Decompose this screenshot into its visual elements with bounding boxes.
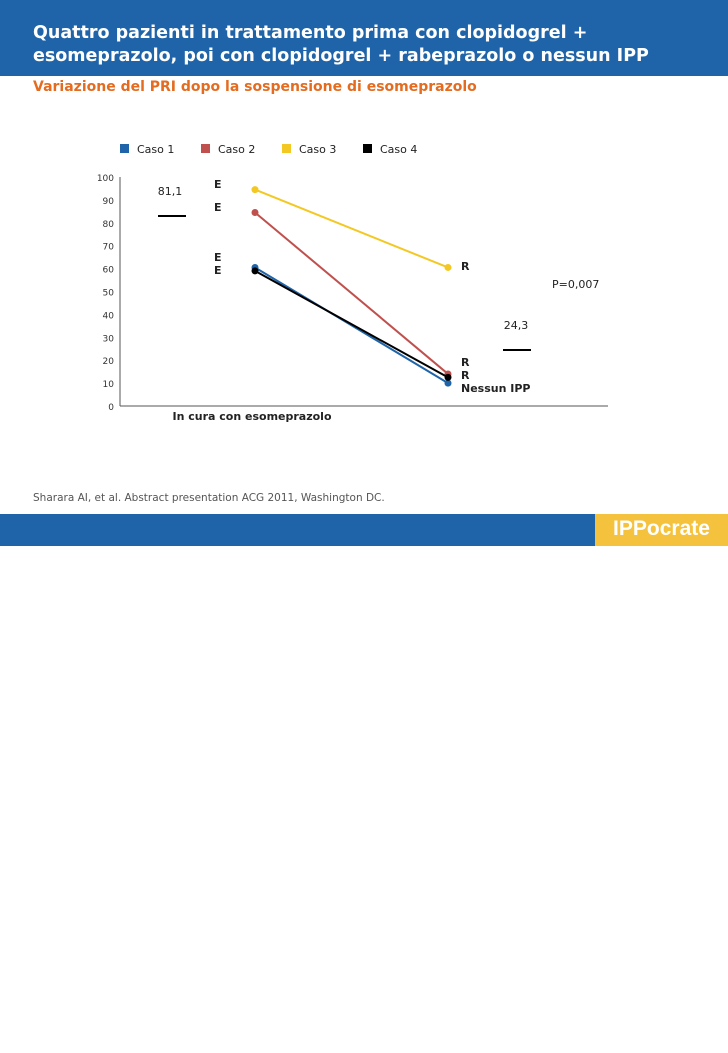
brand-name: IPPocrate bbox=[613, 517, 710, 540]
y-tick-label: 10 bbox=[103, 380, 115, 390]
series-line bbox=[254, 270, 449, 379]
y-tick-label: 60 bbox=[103, 266, 115, 276]
data-point bbox=[251, 208, 259, 216]
end-annotation: Nessun IPP bbox=[461, 382, 530, 395]
y-tick-label: 50 bbox=[103, 289, 115, 299]
slide-subtitle: Variazione del PRI dopo la sospensione d… bbox=[33, 79, 477, 95]
start-annotation: E bbox=[214, 264, 222, 277]
series-line bbox=[254, 188, 449, 269]
series-line bbox=[254, 266, 449, 384]
y-tick-label: 20 bbox=[103, 357, 115, 367]
y-tick-label: 90 bbox=[103, 197, 115, 207]
legend-label: Caso 2 bbox=[218, 143, 255, 156]
legend-swatch bbox=[201, 144, 210, 153]
end-annotation: R bbox=[461, 356, 470, 369]
brand-logo: IPPocrate bbox=[595, 514, 728, 546]
mean-label: 81,1 bbox=[158, 185, 183, 198]
source-citation: Sharara AI, et al. Abstract presentation… bbox=[33, 492, 385, 504]
legend-label: Caso 1 bbox=[137, 143, 174, 156]
data-point bbox=[444, 379, 452, 387]
y-tick-label: 80 bbox=[103, 220, 115, 230]
legend-swatch bbox=[120, 144, 129, 153]
series-line bbox=[254, 211, 449, 375]
author-signature: Diego Fornasari bbox=[33, 1034, 171, 1053]
slide-title: Quattro pazienti in trattamento prima co… bbox=[33, 23, 649, 66]
title-banner: Quattro pazienti in trattamento prima co… bbox=[0, 0, 728, 76]
mean-label: 24,3 bbox=[504, 319, 529, 332]
legend-swatch bbox=[282, 144, 291, 153]
start-annotation: E bbox=[214, 178, 222, 191]
p-value-label: P=0,007 bbox=[552, 278, 599, 291]
legend-swatch bbox=[363, 144, 372, 153]
y-tick-label: 100 bbox=[97, 174, 114, 184]
start-annotation: E bbox=[214, 251, 222, 264]
y-tick-label: 40 bbox=[103, 311, 115, 321]
legend-label: Caso 3 bbox=[299, 143, 336, 156]
end-annotation: R bbox=[461, 260, 470, 273]
y-tick-label: 30 bbox=[103, 334, 115, 344]
data-point bbox=[251, 267, 259, 275]
data-point bbox=[251, 186, 259, 194]
start-annotation: E bbox=[214, 201, 222, 214]
pri-chart: 0 10 20 30 40 50 60 70 80 90 100 Caso 1 Caso 2 Caso 3… bbox=[97, 143, 608, 423]
legend-label: Caso 4 bbox=[380, 143, 417, 156]
x-axis-label: In cura con esomeprazolo bbox=[172, 410, 331, 423]
data-point bbox=[444, 373, 452, 381]
y-tick-label: 0 bbox=[108, 403, 114, 413]
end-annotation: R bbox=[461, 369, 470, 382]
data-point bbox=[444, 263, 452, 271]
y-tick-label: 70 bbox=[103, 243, 115, 253]
